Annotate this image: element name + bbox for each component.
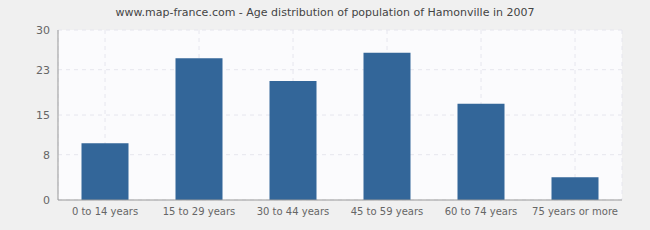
svg-text:45 to 59 years: 45 to 59 years bbox=[351, 206, 424, 217]
svg-text:30: 30 bbox=[36, 24, 50, 37]
svg-text:23: 23 bbox=[36, 64, 50, 77]
svg-text:15: 15 bbox=[36, 109, 50, 122]
svg-text:30 to 44 years: 30 to 44 years bbox=[257, 206, 330, 217]
html-text:www.map-france.com - Age distr: www.map-france.com - Age distribution of… bbox=[115, 6, 535, 19]
svg-text:0 to 14 years: 0 to 14 years bbox=[72, 206, 138, 217]
svg-text:60 to 74 years: 60 to 74 years bbox=[445, 206, 518, 217]
svg-text:75 years or more: 75 years or more bbox=[532, 206, 618, 217]
svg-text:15 to 29 years: 15 to 29 years bbox=[163, 206, 236, 217]
svg-text:8: 8 bbox=[43, 149, 50, 162]
svg-text:0: 0 bbox=[43, 194, 50, 207]
